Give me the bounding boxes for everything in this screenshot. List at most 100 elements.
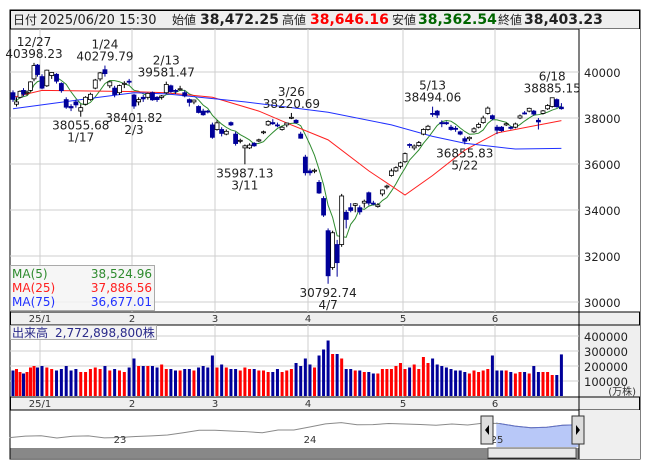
volume-bar	[160, 364, 164, 396]
candle-body	[49, 72, 55, 76]
volume-bar	[349, 369, 353, 396]
candle-body	[494, 126, 500, 131]
volume-bar	[472, 370, 476, 396]
candle-4-17	[361, 199, 367, 208]
candle-2-21	[191, 99, 197, 105]
annotation-value: 39581.47	[138, 66, 195, 80]
month-tick-label: 6	[492, 314, 498, 325]
candle-1-21	[88, 92, 93, 101]
volume-bar	[132, 358, 136, 396]
candle-6-16	[540, 109, 546, 115]
candle-body	[402, 153, 408, 163]
volume-bar	[500, 370, 504, 396]
candle-3-5	[223, 129, 229, 136]
volume-bar	[299, 366, 303, 396]
candle-4-22	[375, 203, 381, 208]
ma-legend-box	[10, 265, 155, 311]
candle-body	[522, 112, 527, 115]
candle-body	[228, 122, 234, 126]
month-tick-label: 2	[129, 314, 135, 325]
candle-1-14	[63, 97, 69, 109]
volume-bar	[394, 366, 398, 396]
volume-bar	[294, 363, 298, 396]
price-tick-label: 38000	[584, 112, 621, 126]
volume-bar	[155, 367, 159, 396]
candle-body	[302, 156, 308, 174]
candle-body	[159, 95, 165, 98]
volume-bar	[421, 357, 425, 396]
low-label: 安値	[392, 12, 416, 27]
volume-bar	[257, 370, 261, 396]
candle-2-4	[136, 97, 142, 106]
candle-2-20	[186, 98, 192, 107]
volume-bar	[435, 364, 439, 396]
annotation-date: 12/27	[17, 35, 52, 49]
date-label: 日付	[13, 13, 37, 27]
volume-bar	[238, 370, 242, 396]
candle-3-11	[242, 144, 248, 165]
candle-2-7	[150, 91, 155, 101]
candle-body	[480, 117, 486, 123]
volume-bar	[417, 369, 421, 396]
annotation-date: 5/13	[419, 79, 446, 93]
volume-bar	[22, 373, 25, 396]
annotation-date: 3/11	[231, 178, 258, 192]
candle-5-2	[407, 143, 413, 148]
candle-body	[117, 85, 122, 94]
candle-1-16	[73, 99, 79, 108]
candle-body	[121, 82, 127, 85]
candle-12-25	[24, 90, 30, 96]
ma75-value: 36,677.01	[91, 295, 152, 309]
candle-1-6	[39, 74, 45, 90]
volume-unit: (万株)	[608, 385, 636, 398]
month-tick-label: 6	[492, 399, 498, 410]
candle-5-7	[411, 144, 417, 151]
volume-bar	[518, 372, 522, 396]
candle-1-20	[83, 96, 88, 106]
candle-1-28	[112, 85, 118, 98]
candle-4-4	[321, 196, 326, 217]
nav-left-handle[interactable]	[480, 415, 494, 445]
volume-bar	[98, 369, 102, 396]
volume-bar	[84, 372, 88, 396]
volume-bar	[248, 369, 252, 396]
volume-bar	[440, 366, 444, 396]
scrollbar-thumb[interactable]	[487, 447, 577, 459]
candle-body	[270, 122, 276, 125]
candle-3-6	[228, 121, 234, 127]
volume-bar	[29, 367, 32, 396]
candle-body	[416, 142, 422, 147]
candle-5-21	[457, 130, 463, 136]
month-tick-label: 25/1	[29, 314, 51, 325]
candle-2-3	[131, 93, 137, 109]
candle-body	[78, 107, 84, 112]
candle-3-13	[251, 142, 257, 147]
candle-3-28	[298, 131, 304, 139]
price-tick-label: 32000	[584, 250, 621, 264]
volume-bar	[308, 364, 312, 396]
volume-bar	[303, 358, 307, 396]
high-label: 高値	[282, 12, 306, 27]
candle-body	[97, 72, 103, 80]
date-axis-bottom	[10, 396, 640, 411]
candle-1-10	[58, 82, 64, 93]
annotation-value: 38055.68	[52, 119, 109, 133]
volume-bar	[45, 367, 49, 396]
candle-6-3	[499, 126, 505, 132]
volume-bar	[183, 369, 187, 396]
candle-body	[393, 167, 399, 172]
candle-body	[88, 93, 93, 100]
candle-5-28	[480, 115, 486, 124]
annotation-value: 40398.23	[5, 47, 62, 61]
annotation-date: 2/3	[124, 123, 143, 137]
candle-body	[10, 92, 16, 100]
candle-4-30	[398, 161, 403, 169]
volume-bar	[444, 367, 448, 396]
candle-2-6	[145, 92, 151, 100]
scrollbar-track[interactable]	[10, 448, 579, 458]
candle-6-4	[503, 122, 509, 127]
candle-body	[434, 110, 440, 116]
volume-bar	[403, 369, 407, 396]
nav-right-handle[interactable]	[571, 415, 585, 445]
